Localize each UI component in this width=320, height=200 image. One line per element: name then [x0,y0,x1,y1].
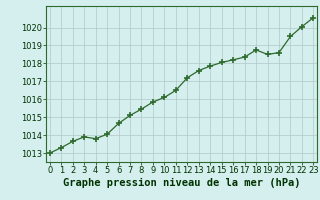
X-axis label: Graphe pression niveau de la mer (hPa): Graphe pression niveau de la mer (hPa) [63,178,300,188]
